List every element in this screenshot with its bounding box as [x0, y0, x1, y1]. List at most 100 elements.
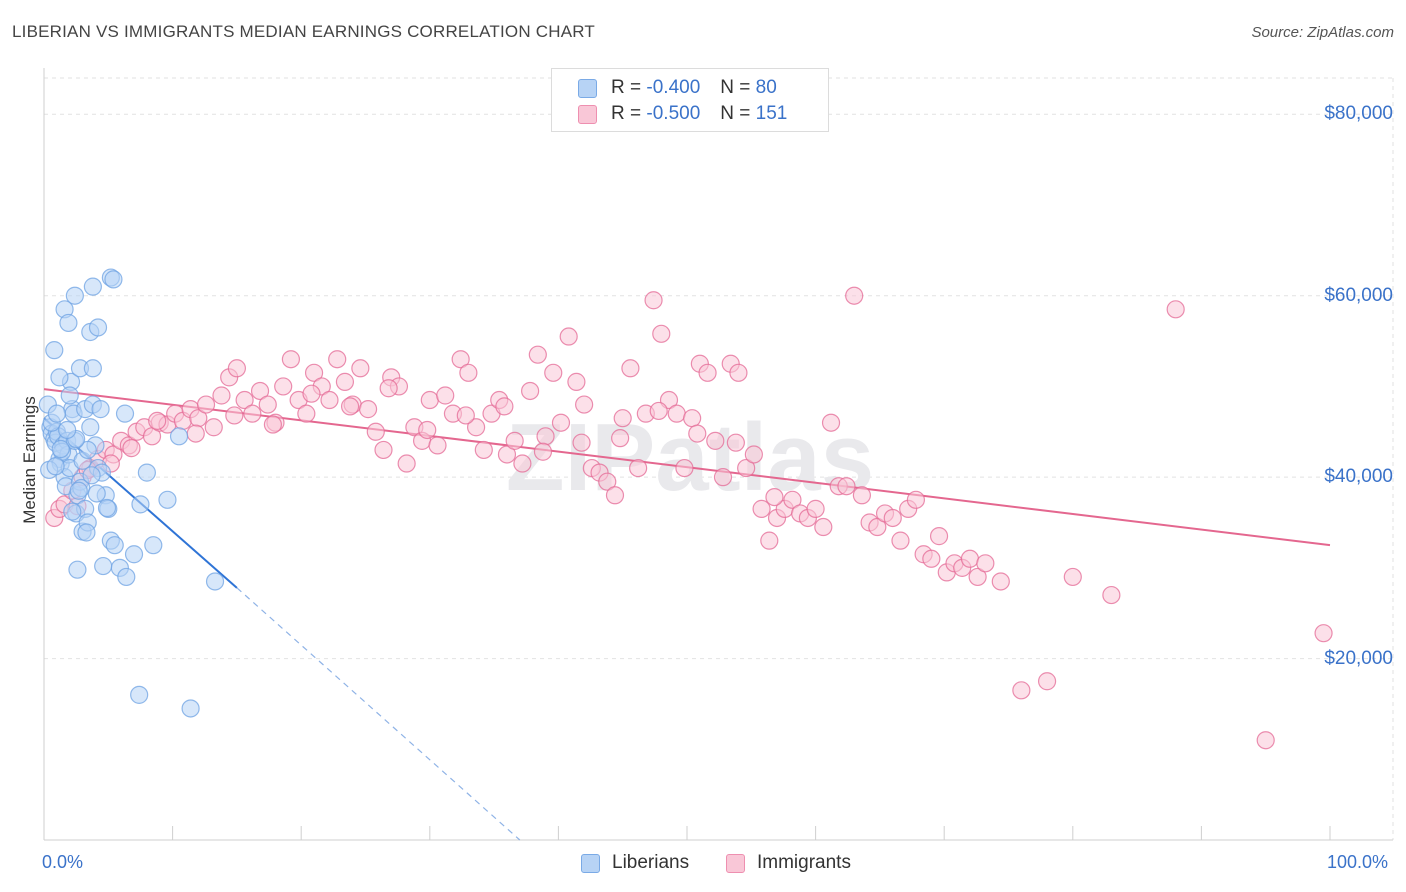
- point-liberians: [58, 420, 77, 440]
- point-immigrants: [497, 445, 517, 464]
- point-liberians: [117, 567, 136, 587]
- trend-line-liberians-extension: [236, 587, 521, 841]
- point-immigrants: [906, 490, 926, 509]
- point-immigrants: [358, 400, 378, 419]
- point-immigrants: [706, 431, 725, 450]
- point-immigrants: [667, 404, 686, 423]
- x-tick-label-min: 0.0%: [42, 852, 84, 872]
- point-liberians: [82, 466, 101, 485]
- point-immigrants: [374, 440, 393, 460]
- point-immigrants: [567, 372, 586, 391]
- point-immigrants: [1102, 585, 1121, 605]
- point-liberians: [115, 404, 135, 423]
- point-immigrants: [683, 409, 702, 428]
- legend-n-label: N =: [720, 77, 751, 98]
- point-immigrants: [428, 436, 447, 455]
- point-immigrants: [320, 390, 339, 410]
- bottom-legend-label-liberians: Liberians: [612, 852, 690, 873]
- point-immigrants: [621, 359, 640, 378]
- point-liberians: [50, 368, 69, 387]
- point-liberians: [78, 440, 97, 460]
- point-liberians: [63, 502, 82, 521]
- point-immigrants: [243, 404, 262, 423]
- point-immigrants: [544, 363, 563, 382]
- point-liberians: [47, 404, 66, 423]
- point-immigrants: [698, 363, 717, 382]
- point-immigrants: [675, 458, 694, 478]
- point-immigrants: [605, 486, 625, 505]
- point-immigrants: [274, 377, 293, 396]
- bottom-legend-liberians: Liberians: [581, 852, 689, 874]
- point-immigrants: [196, 395, 216, 414]
- point-liberians: [68, 560, 87, 579]
- legend: R = -0.400 N = 80 R = -0.500 N = 151: [551, 68, 829, 132]
- point-immigrants: [304, 363, 324, 382]
- legend-r-label: R =: [611, 103, 642, 124]
- point-liberians: [131, 495, 150, 514]
- point-immigrants: [688, 424, 707, 443]
- point-liberians: [45, 341, 64, 360]
- point-immigrants: [611, 429, 630, 448]
- point-liberians: [87, 484, 106, 503]
- point-immigrants: [420, 390, 439, 410]
- point-liberians: [169, 427, 189, 446]
- point-immigrants: [806, 499, 825, 518]
- point-immigrants: [1166, 300, 1185, 319]
- point-immigrants: [297, 404, 316, 423]
- point-immigrants: [652, 324, 671, 343]
- point-immigrants: [613, 409, 632, 428]
- point-immigrants: [1314, 624, 1333, 643]
- point-immigrants: [629, 458, 648, 478]
- point-immigrants: [436, 386, 455, 405]
- point-immigrants: [845, 286, 864, 305]
- point-immigrants: [598, 472, 617, 491]
- point-immigrants: [328, 350, 347, 369]
- point-immigrants: [976, 554, 995, 573]
- point-liberians: [83, 277, 102, 296]
- point-immigrants: [263, 415, 283, 434]
- point-immigrants: [366, 422, 385, 441]
- point-liberians: [104, 270, 123, 289]
- y-tick-label: $80,000: [1324, 103, 1393, 125]
- point-immigrants: [968, 567, 987, 587]
- point-immigrants: [536, 427, 555, 446]
- bottom-legend-immigrants: Immigrants: [726, 852, 851, 874]
- point-liberians: [51, 439, 70, 459]
- point-liberians: [69, 481, 88, 500]
- point-immigrants: [528, 345, 547, 364]
- point-immigrants: [922, 549, 941, 568]
- point-immigrants: [186, 424, 205, 443]
- point-liberians: [77, 523, 96, 542]
- point-liberians: [81, 418, 100, 437]
- bottom-legend-swatch-immigrants: [726, 853, 745, 873]
- point-liberians: [137, 463, 156, 482]
- point-liberians: [65, 286, 84, 305]
- y-tick-label: $40,000: [1324, 466, 1393, 488]
- point-immigrants: [212, 386, 231, 405]
- source-label: Source: ZipAtlas.com: [1251, 24, 1394, 41]
- point-immigrants: [335, 372, 355, 391]
- point-immigrants: [572, 433, 591, 452]
- x-tick-label-max: 100.0%: [1327, 852, 1389, 872]
- point-immigrants: [891, 531, 910, 550]
- point-liberians: [205, 572, 225, 591]
- point-immigrants: [991, 572, 1010, 591]
- legend-n-label: N =: [720, 103, 751, 124]
- point-immigrants: [1037, 672, 1057, 691]
- point-immigrants: [929, 527, 949, 546]
- point-liberians: [91, 400, 110, 419]
- point-liberians: [60, 386, 79, 405]
- point-immigrants: [495, 397, 514, 416]
- bottom-legend-label-immigrants: Immigrants: [757, 852, 851, 873]
- point-immigrants: [814, 517, 833, 537]
- point-immigrants: [1256, 731, 1275, 750]
- point-immigrants: [837, 477, 856, 496]
- point-immigrants: [1012, 681, 1031, 700]
- point-liberians: [97, 498, 117, 518]
- point-liberians: [105, 536, 124, 555]
- point-liberians: [83, 359, 102, 378]
- point-immigrants: [883, 508, 902, 528]
- point-immigrants: [765, 488, 784, 507]
- point-immigrants: [513, 454, 532, 473]
